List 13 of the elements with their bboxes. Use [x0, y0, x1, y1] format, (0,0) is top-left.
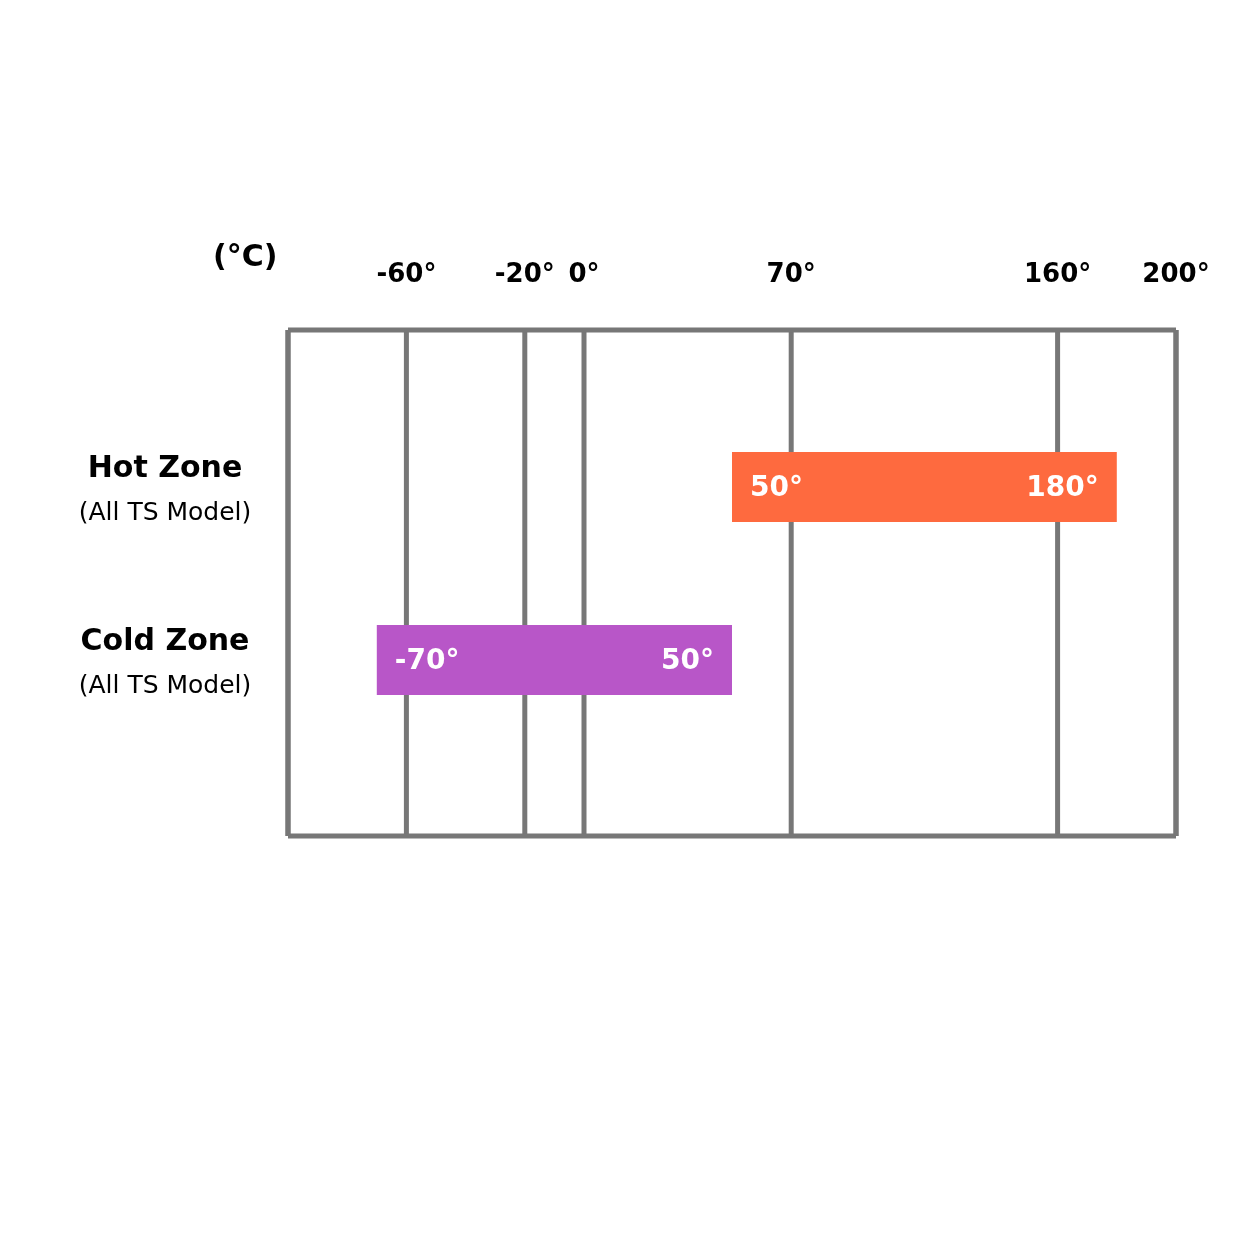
x-tick-label: -20° — [494, 258, 555, 288]
x-tick-label: 200° — [1142, 258, 1210, 288]
annotation: -70° — [394, 643, 460, 677]
annotation: 50° — [750, 470, 803, 504]
x-tick-label: 160° — [1023, 258, 1092, 288]
annotation: 50° — [661, 643, 714, 677]
x-tick-label: 0° — [568, 258, 600, 288]
x-tick-label: -60° — [376, 258, 437, 288]
annotation: 180° — [1026, 470, 1099, 504]
x-axis-title: (°C) — [213, 238, 278, 274]
y-tick-label: Hot Zone (All TS Model) — [78, 448, 252, 526]
y-tick-label: Cold Zone (All TS Model) — [78, 621, 252, 699]
x-tick-label: 70° — [766, 258, 816, 288]
